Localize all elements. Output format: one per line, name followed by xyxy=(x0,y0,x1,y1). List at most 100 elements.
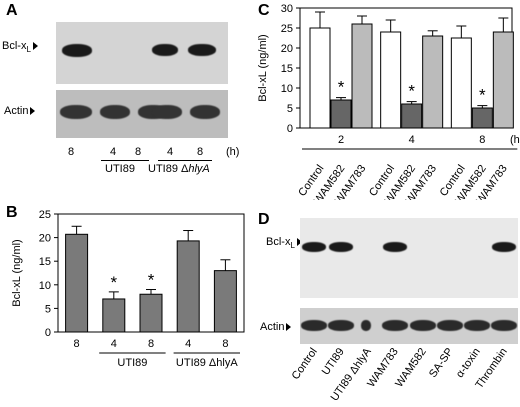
lane-label: 8 xyxy=(135,146,142,158)
x-tick-label: 4 xyxy=(111,338,117,350)
x-tick-label: 8 xyxy=(222,338,228,350)
blot-band xyxy=(464,320,491,331)
blot-band xyxy=(152,105,182,119)
panel-d-actin-blot xyxy=(300,308,518,344)
significance-marker: * xyxy=(479,86,486,105)
bar xyxy=(213,270,237,333)
blot-band xyxy=(328,242,353,252)
panel-a-actin-blot xyxy=(56,90,228,138)
blot-band xyxy=(190,105,220,119)
panel-a-actin-label: Actin xyxy=(4,105,36,117)
y-tick-label: 10 xyxy=(39,280,51,292)
bar xyxy=(309,27,331,129)
x-tick-label: 8 xyxy=(74,338,80,350)
unit-label: (h) xyxy=(510,134,520,146)
bar xyxy=(351,23,373,129)
bar xyxy=(330,99,352,129)
panel-d-bcl-label: Bcl-xL xyxy=(266,236,302,250)
arrow-icon xyxy=(32,42,38,51)
bcl-subscript: L xyxy=(290,241,295,251)
panel-a-bcl-blot xyxy=(56,22,228,84)
bar xyxy=(492,31,514,129)
group-label: UTI89 xyxy=(117,357,147,369)
y-tick-label: 5 xyxy=(45,303,51,315)
y-tick-label: 25 xyxy=(281,23,293,35)
y-tick-label: 10 xyxy=(281,83,293,95)
y-tick-label: 20 xyxy=(39,233,51,245)
group-prefix: UTI89 Δ xyxy=(148,163,189,175)
blot-band xyxy=(152,44,178,56)
blot-band xyxy=(491,320,518,331)
group-line xyxy=(158,160,212,161)
panel-d-lane-labels: Control UTI89 UTI89 ΔhlyA WAM783 WAM582 SA-SP… xyxy=(289,344,520,407)
bcl-text: Bcl-x xyxy=(2,40,27,52)
blot-band xyxy=(382,320,409,331)
bar xyxy=(65,233,89,333)
bar xyxy=(450,37,472,129)
bar xyxy=(380,31,402,129)
lane-label: Control xyxy=(289,346,320,382)
blot-band xyxy=(409,320,436,331)
y-axis-label: Bcl-xL (ng/ml) xyxy=(11,239,23,306)
bar xyxy=(471,107,493,129)
significance-marker: * xyxy=(110,273,117,292)
y-tick-label: 25 xyxy=(39,209,51,221)
y-tick-label: 0 xyxy=(287,123,293,135)
blot-band xyxy=(62,44,92,57)
group-gene: hlyA xyxy=(188,163,210,175)
y-tick-label: 20 xyxy=(281,43,293,55)
arrow-icon xyxy=(286,323,292,332)
blot-band xyxy=(492,242,517,252)
bcl-text: Bcl-x xyxy=(266,236,291,248)
y-axis-label: Bcl-xL (ng/ml) xyxy=(257,34,269,101)
group-label: UTI89 ΔhlyA xyxy=(176,357,238,369)
blot-band xyxy=(300,320,327,331)
time-point-label: 4 xyxy=(409,134,415,146)
blot-band xyxy=(327,320,354,331)
blot-band xyxy=(188,44,216,56)
x-tick-label: 4 xyxy=(185,338,191,350)
unit-label: (h) xyxy=(226,146,240,158)
significance-marker: * xyxy=(338,78,345,97)
lane-label: 4 xyxy=(167,146,174,158)
group-label: UTI89 xyxy=(105,163,135,175)
blot-band xyxy=(60,105,92,119)
bar xyxy=(139,293,163,333)
arrow-icon xyxy=(30,107,36,116)
blot-band xyxy=(301,242,326,252)
y-tick-label: 5 xyxy=(287,103,293,115)
time-point-label: 8 xyxy=(479,134,485,146)
panel-d-bcl-blot xyxy=(300,218,518,298)
lane-label: 8 xyxy=(68,146,75,158)
y-tick-label: 30 xyxy=(281,3,293,15)
y-tick-label: 0 xyxy=(45,327,51,339)
panel-d-actin-label: Actin xyxy=(260,321,292,333)
actin-text: Actin xyxy=(260,321,285,333)
bar xyxy=(401,103,423,129)
actin-text: Actin xyxy=(4,105,29,117)
blot-band xyxy=(100,105,130,119)
lane-label: UTI89 xyxy=(319,346,347,378)
panel-a-letter: A xyxy=(6,2,18,19)
panel-c-letter: C xyxy=(258,2,270,19)
panel-d-letter: D xyxy=(258,211,270,228)
y-tick-label: 15 xyxy=(39,256,51,268)
time-point-label: 2 xyxy=(338,134,344,146)
lane-label: SA-SP xyxy=(426,346,456,380)
panel-b-letter: B xyxy=(6,204,18,221)
blot-band xyxy=(361,320,372,331)
x-tick-label: 8 xyxy=(148,338,154,350)
group-line xyxy=(101,160,149,161)
blot-band xyxy=(383,242,408,252)
arrow-icon xyxy=(296,238,302,247)
lane-label: 8 xyxy=(197,146,204,158)
y-tick-label: 15 xyxy=(281,63,293,75)
group-label: UTI89 ΔhlyA xyxy=(148,163,210,175)
significance-marker: * xyxy=(408,82,415,101)
bar xyxy=(422,35,444,129)
blot-band xyxy=(436,320,463,331)
panel-a-bcl-label: Bcl-xL xyxy=(2,40,38,54)
bar xyxy=(102,298,126,333)
